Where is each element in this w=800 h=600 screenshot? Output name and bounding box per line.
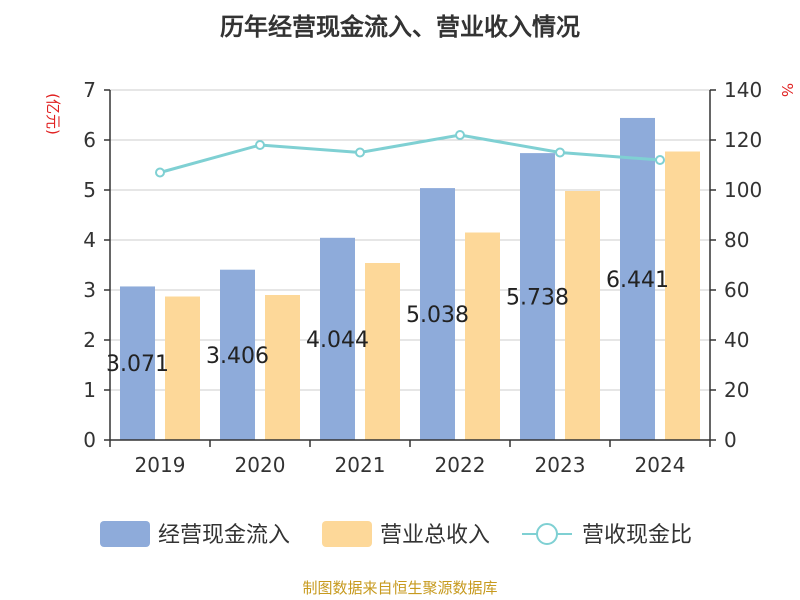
legend[interactable]: 经营现金流入 营业总收入 营收现金比	[100, 521, 692, 548]
line-point	[655, 155, 665, 165]
legend-swatch	[100, 521, 150, 547]
x-tick-label: 2022	[435, 453, 486, 477]
bar-cash-inflow	[320, 237, 355, 440]
legend-swatch	[322, 521, 372, 547]
bar-cash-inflow	[220, 269, 255, 440]
bars	[120, 117, 700, 440]
x-tick-label: 2021	[335, 453, 386, 477]
legend-label: 经营现金流入	[158, 523, 290, 548]
y-left-tick-label: 5	[83, 178, 96, 202]
y-right-tick-label: 20	[724, 378, 749, 402]
y-left-tick-label: 7	[83, 78, 96, 102]
data-label: 3.406	[206, 344, 269, 369]
bar-revenue	[565, 191, 600, 440]
line-point	[555, 147, 565, 158]
y-left-unit: (亿元)	[44, 93, 62, 135]
data-label: 5.038	[406, 303, 469, 328]
source-note: 制图数据来自恒生聚源数据库	[302, 579, 497, 597]
data-label: 6.441	[606, 268, 669, 293]
legend-label: 营业总收入	[380, 523, 490, 548]
y-left-tick-label: 3	[83, 278, 96, 302]
bar-cash-inflow	[520, 153, 555, 440]
bar-revenue	[365, 263, 400, 440]
legend-item[interactable]: 营收现金比	[522, 523, 692, 548]
bar-revenue	[165, 296, 200, 440]
y-left-tick-label: 2	[83, 328, 96, 352]
bar-revenue	[265, 295, 300, 440]
y-right-tick-label: 120	[724, 128, 762, 152]
line-point	[355, 147, 365, 158]
y-right-tick-label: 0	[724, 428, 737, 452]
y-right-unit: %	[778, 83, 796, 97]
x-tick-label: 2020	[235, 453, 286, 477]
y-right-tick-label: 60	[724, 278, 749, 302]
y-left-tick-label: 4	[83, 228, 96, 252]
axes: 0 1 2 3 4 5 6 7 0 20 40 60 80 100 120 140 2019 2020 2021 20…	[83, 78, 762, 477]
x-tick-label: 2024	[635, 453, 686, 477]
legend-item[interactable]: 经营现金流入	[100, 521, 290, 548]
y-left-tick-label: 0	[83, 428, 96, 452]
line-point	[455, 130, 465, 140]
data-label: 5.738	[506, 286, 569, 311]
bar-revenue	[665, 151, 700, 440]
gridlines	[110, 89, 710, 391]
y-left-tick-label: 1	[83, 378, 96, 402]
line-series	[159, 133, 661, 174]
y-left-tick-label: 6	[83, 128, 96, 152]
data-labels: 3.071 3.406 4.044 5.038 5.738 6.441	[106, 268, 669, 377]
y-right-tick-label: 140	[724, 78, 762, 102]
x-tick-label: 2023	[535, 453, 586, 477]
line-point	[155, 167, 165, 178]
bar-revenue	[465, 232, 500, 440]
ratio-line	[155, 130, 665, 178]
chart-title: 历年经营现金流入、营业收入情况	[220, 13, 580, 41]
y-right-tick-label: 40	[724, 328, 749, 352]
data-label: 3.071	[106, 352, 169, 377]
bar-cash-inflow	[420, 188, 455, 440]
legend-swatch-marker	[536, 523, 558, 545]
legend-item[interactable]: 营业总收入	[322, 521, 490, 548]
data-label: 4.044	[306, 328, 369, 353]
legend-label: 营收现金比	[582, 523, 692, 548]
line-point	[255, 140, 265, 150]
y-right-tick-label: 100	[724, 178, 762, 202]
y-right-tick-label: 80	[724, 228, 749, 252]
bar-cash-inflow	[120, 286, 155, 440]
x-tick-label: 2019	[135, 453, 186, 477]
bar-cash-inflow	[620, 117, 655, 440]
